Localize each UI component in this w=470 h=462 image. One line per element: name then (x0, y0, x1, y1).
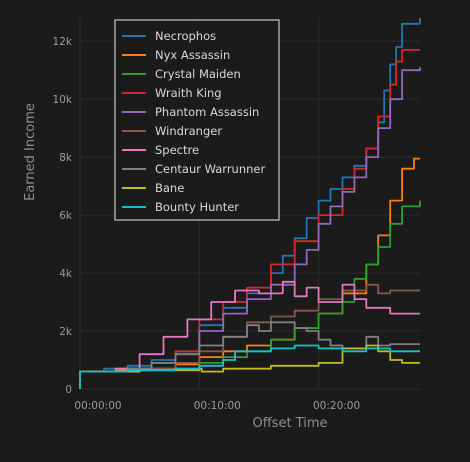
legend: Necrophos Nyx Assassin Crystal Maiden Wrait… (114, 19, 280, 221)
series-lines (79, 18, 421, 389)
x-axis-label: Offset Time (252, 416, 327, 431)
legend-box (114, 19, 280, 221)
axis-ticks: 0 2k 4k 6k 8k 10k 12k 00:00:00 00:10:00 00:20:00 (53, 36, 361, 412)
y-tick-label: 2k (59, 326, 73, 338)
series-line-5 (79, 283, 420, 389)
x-tick-label: 00:10:00 (194, 400, 241, 412)
legend-entry-label: Wraith King (155, 86, 222, 100)
legend-entry-label: Spectre (155, 143, 199, 157)
series-line-7 (79, 321, 420, 389)
y-axis-label: Earned Income (23, 103, 38, 201)
legend-entry-label: Bane (155, 181, 184, 195)
legend-entry-label: Nyx Assassin (155, 48, 230, 62)
legend-entry-label: Necrophos (155, 29, 216, 43)
series-line-9 (79, 344, 420, 389)
y-tick-label: 12k (53, 36, 73, 48)
legend-entry-label: Crystal Maiden (155, 67, 241, 81)
y-tick-label: 10k (53, 94, 73, 106)
x-tick-label: 00:20:00 (313, 400, 360, 412)
legend-entry-label: Bounty Hunter (155, 200, 239, 214)
y-tick-label: 8k (59, 152, 73, 164)
y-tick-label: 6k (59, 210, 73, 222)
legend-entry-label: Windranger (155, 124, 222, 138)
series-line-6 (79, 280, 420, 389)
series-line-0 (79, 18, 421, 389)
legend-entry-label: Centaur Warrunner (155, 162, 265, 176)
x-tick-label: 00:00:00 (74, 400, 121, 412)
y-tick-label: 0 (65, 384, 72, 396)
legend-entry-label: Phantom Assassin (155, 105, 259, 119)
y-tick-label: 4k (59, 268, 73, 280)
